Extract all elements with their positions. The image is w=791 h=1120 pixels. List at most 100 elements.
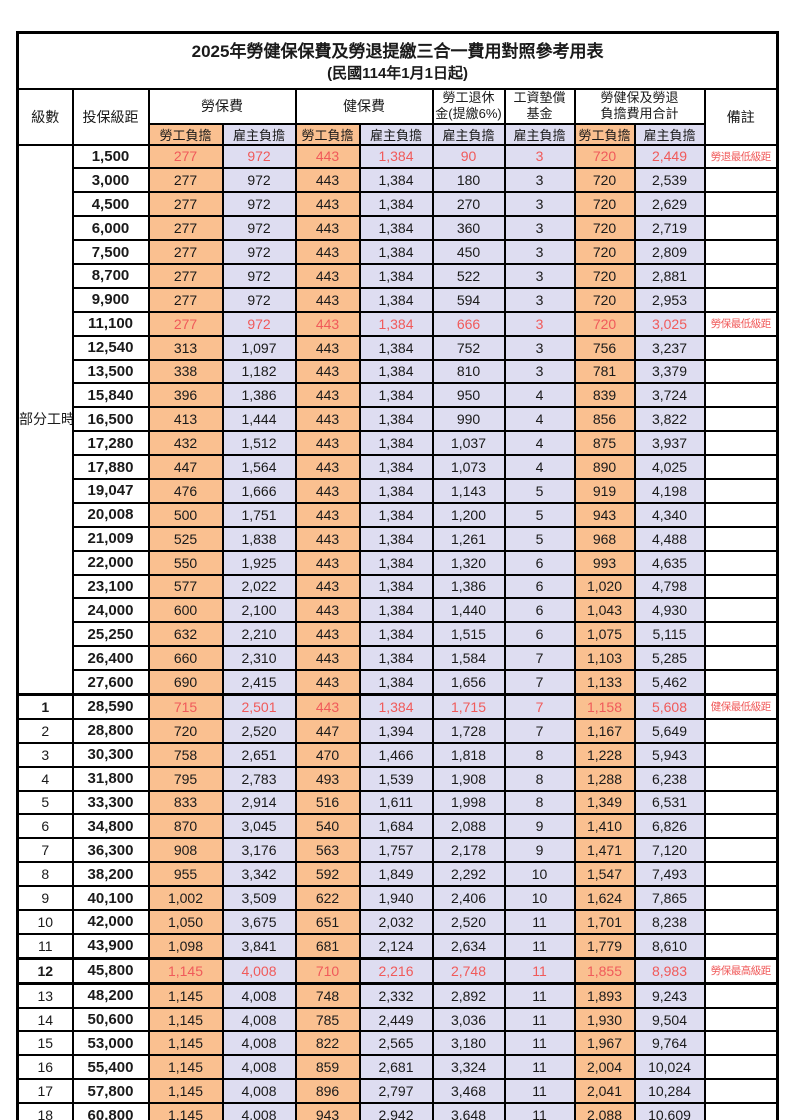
value-cell: 550 (147, 549, 224, 576)
subheader-total-employee: 勞工負擔 (573, 122, 636, 146)
value-cell: 90 (431, 143, 506, 170)
value-cell: 8 (503, 741, 576, 768)
value-cell: 681 (294, 932, 361, 960)
value-cell: 2,681 (358, 1054, 434, 1081)
value-cell: 1,288 (573, 765, 636, 792)
value-cell: 10 (503, 885, 576, 911)
value-cell: 720 (573, 191, 636, 218)
value-cell: 443 (294, 334, 361, 361)
value-cell: 443 (294, 669, 361, 696)
bracket-cell: 28,800 (71, 717, 150, 744)
remark-cell (703, 191, 779, 218)
bracket-cell: 9,900 (71, 286, 150, 313)
value-cell: 443 (294, 310, 361, 337)
value-cell: 4 (503, 454, 576, 480)
value-cell: 2,892 (431, 982, 506, 1009)
value-cell: 1,384 (358, 286, 434, 313)
value-cell: 2,406 (431, 885, 506, 911)
value-cell: 277 (147, 239, 224, 265)
value-cell: 3,648 (431, 1102, 506, 1120)
value-cell: 443 (294, 191, 361, 218)
value-cell: 2,332 (358, 982, 434, 1009)
value-cell: 432 (147, 430, 224, 457)
value-cell: 4,008 (221, 1102, 297, 1120)
value-cell: 1,584 (431, 645, 506, 672)
value-cell: 2,210 (221, 621, 297, 648)
value-cell: 3 (503, 239, 576, 265)
table-row: 25,250 632 2,210 443 1,384 1,515 6 1,075 5,115 (18, 621, 779, 648)
value-cell: 919 (573, 477, 636, 504)
remark-cell (703, 837, 779, 864)
value-cell: 11 (503, 932, 576, 960)
value-cell: 1,684 (358, 813, 434, 840)
bracket-cell: 6,000 (71, 215, 150, 242)
value-cell: 690 (147, 669, 224, 696)
value-cell: 277 (147, 167, 224, 194)
value-cell: 1,145 (147, 982, 224, 1009)
value-cell: 3 (503, 358, 576, 385)
value-cell: 277 (147, 262, 224, 289)
value-cell: 1,611 (358, 789, 434, 816)
value-cell: 3,180 (431, 1030, 506, 1057)
value-cell: 822 (294, 1030, 361, 1057)
table-row: 19,047 476 1,666 443 1,384 1,143 5 919 4,198 (18, 477, 779, 504)
subheader-health-employee: 勞工負擔 (294, 122, 361, 146)
bracket-cell: 36,300 (71, 837, 150, 864)
level-cell: 2 (16, 717, 74, 744)
value-cell: 4 (503, 430, 576, 457)
value-cell: 2,004 (573, 1054, 636, 1081)
value-cell: 525 (147, 525, 224, 552)
subheader-total-employer: 雇主負擔 (633, 122, 706, 146)
value-cell: 2,651 (221, 741, 297, 768)
value-cell: 1,701 (573, 909, 636, 935)
bracket-cell: 11,100 (71, 310, 150, 337)
bracket-cell: 13,500 (71, 358, 150, 385)
bracket-cell: 40,100 (71, 885, 150, 911)
level-cell: 11 (16, 932, 74, 960)
value-cell: 720 (573, 286, 636, 313)
value-cell: 1,967 (573, 1030, 636, 1057)
value-cell: 443 (294, 501, 361, 528)
value-cell: 3,468 (431, 1078, 506, 1105)
remark-cell (703, 1102, 779, 1120)
level-cell: 16 (16, 1054, 74, 1081)
header-remark: 備註 (703, 88, 779, 146)
value-cell: 1,384 (358, 310, 434, 337)
bracket-cell: 21,009 (71, 525, 150, 552)
table-row: 14 50,600 1,145 4,008 785 2,449 3,036 11 1,930 9,… (16, 1006, 779, 1033)
level-cell: 4 (16, 765, 74, 792)
value-cell: 443 (294, 621, 361, 648)
table-row: 12 45,800 1,145 4,008 710 2,216 2,748 11 1,855 8,… (16, 956, 779, 985)
value-cell: 950 (431, 382, 506, 409)
value-cell: 4,008 (221, 1078, 297, 1105)
table-row: 7,500 277 972 443 1,384 450 3 720 2,809 (18, 239, 779, 265)
table-row: 6,000 277 972 443 1,384 360 3 720 2,719 (18, 215, 779, 242)
value-cell: 5,943 (633, 741, 706, 768)
value-cell: 972 (221, 167, 297, 194)
value-cell: 3 (503, 167, 576, 194)
value-cell: 720 (147, 717, 224, 744)
table-row: 16 55,400 1,145 4,008 859 2,681 3,324 11 2,004 10… (16, 1054, 779, 1081)
value-cell: 720 (573, 167, 636, 194)
value-cell: 8 (503, 765, 576, 792)
remark-cell (703, 382, 779, 409)
value-cell: 470 (294, 741, 361, 768)
value-cell: 4,008 (221, 1054, 297, 1081)
value-cell: 4,008 (221, 1006, 297, 1033)
parttime-span-cell: 部分工時 (16, 143, 74, 696)
value-cell: 2,032 (358, 909, 434, 935)
level-cell: 6 (16, 813, 74, 840)
value-cell: 3,237 (633, 334, 706, 361)
level-cell: 1 (16, 692, 74, 720)
value-cell: 6 (503, 621, 576, 648)
table-row: 15 53,000 1,145 4,008 822 2,565 3,180 11 1,967 9,… (16, 1030, 779, 1057)
table-row: 16,500 413 1,444 443 1,384 990 4 856 3,822 (18, 406, 779, 433)
value-cell: 277 (147, 191, 224, 218)
value-cell: 1,751 (221, 501, 297, 528)
value-cell: 2,629 (633, 191, 706, 218)
value-cell: 1,073 (431, 454, 506, 480)
value-cell: 2,634 (431, 932, 506, 960)
value-cell: 10,609 (633, 1102, 706, 1120)
header-arrears-line2: 基金 (526, 106, 553, 122)
value-cell: 1,098 (147, 932, 224, 960)
